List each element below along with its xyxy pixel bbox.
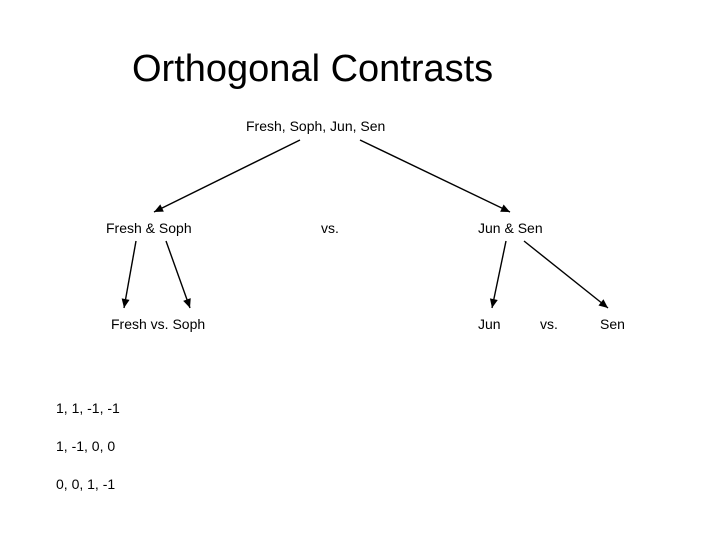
tree-level2-right-c: Sen (600, 316, 625, 332)
tree-level2-right-a: Jun (478, 316, 501, 332)
tree-level1-right: Jun & Sen (478, 220, 543, 236)
contrast-row-1: 1, 1, -1, -1 (56, 400, 120, 416)
contrast-row-2: 1, -1, 0, 0 (56, 438, 115, 454)
contrast-row-3: 0, 0, 1, -1 (56, 476, 115, 492)
tree-level2-right-b: vs. (540, 316, 558, 332)
tree-level2-left: Fresh vs. Soph (111, 316, 205, 332)
tree-level1-left: Fresh & Soph (106, 220, 192, 236)
page-title: Orthogonal Contrasts (132, 48, 493, 91)
tree-level1-mid: vs. (321, 220, 339, 236)
tree-root-label: Fresh, Soph, Jun, Sen (246, 118, 385, 134)
